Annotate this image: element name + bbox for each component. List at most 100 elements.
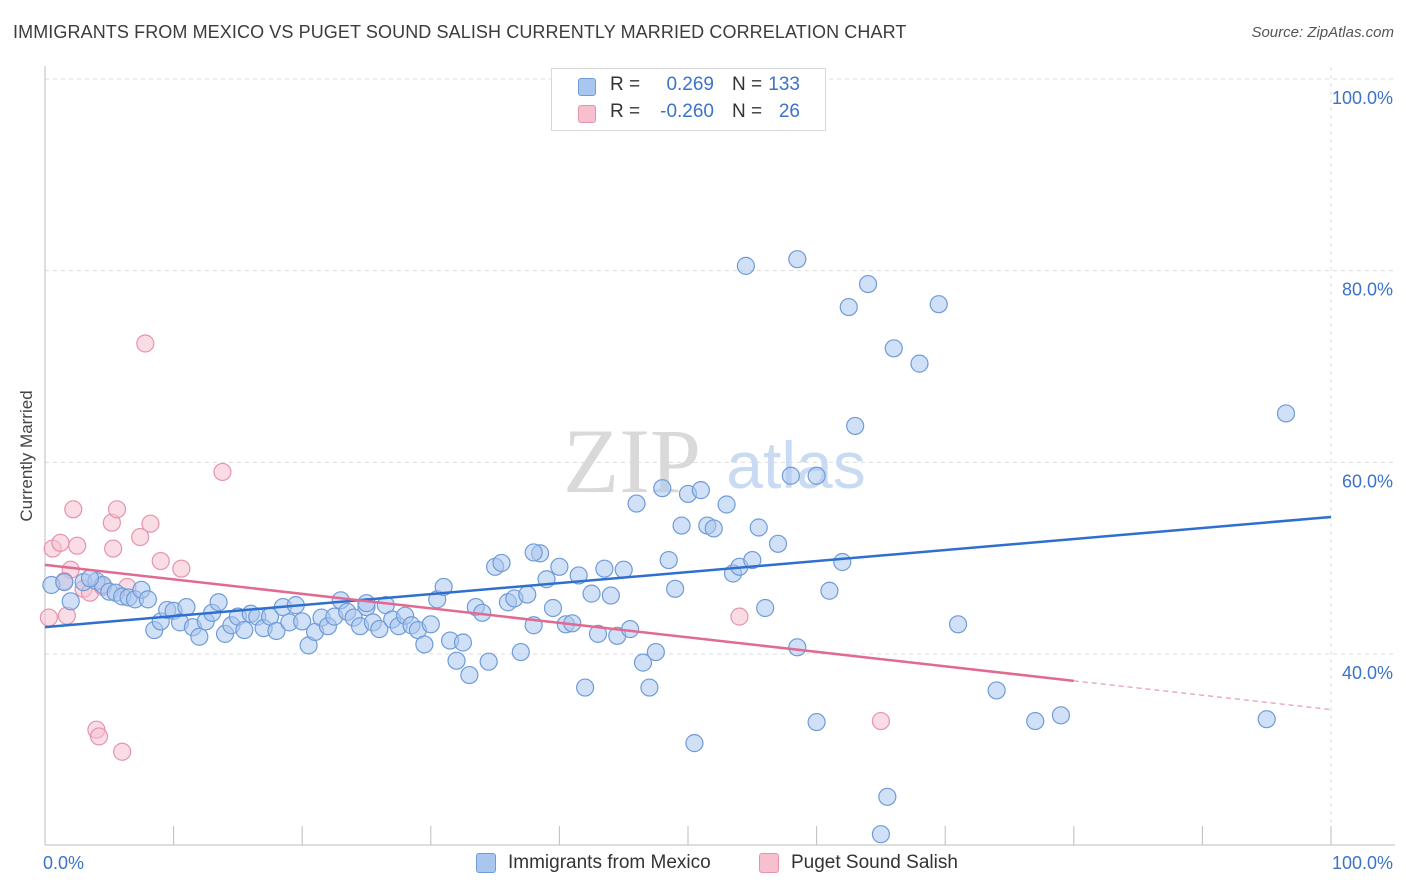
- y-tick-label: 100.0%: [1332, 88, 1393, 108]
- mexico-point: [569, 566, 588, 585]
- legend-n-label: N =: [732, 74, 763, 95]
- mexico-point: [518, 585, 537, 604]
- mexico-point: [884, 339, 903, 358]
- mexico-point: [929, 295, 948, 314]
- source-note: Source: ZipAtlas.com: [1251, 24, 1394, 41]
- correlation-legend: R = 0.269 N = 133 R = -0.260 N = 26: [551, 68, 826, 131]
- salish-point: [39, 608, 58, 627]
- mexico-point: [910, 354, 929, 373]
- mexico-point: [479, 652, 498, 671]
- mexico-point: [768, 534, 788, 553]
- trend-line-salish: [44, 563, 1074, 683]
- mexico-point: [550, 557, 569, 576]
- salish-point: [51, 533, 70, 552]
- salish-point: [141, 514, 160, 533]
- y-tick-label: 60.0%: [1342, 471, 1393, 491]
- mexico-point: [820, 581, 839, 600]
- mexico-point: [543, 598, 563, 618]
- mexico-point: [453, 633, 473, 652]
- x-tick-label: 0.0%: [43, 853, 84, 873]
- mexico-point: [653, 479, 672, 498]
- mexico-point: [55, 573, 74, 592]
- mexico-point: [846, 416, 865, 436]
- mexico-point: [1257, 710, 1276, 729]
- mexico-point: [633, 653, 653, 672]
- legend-swatch-blue: [578, 78, 596, 96]
- salish-point: [172, 559, 191, 578]
- mexico-point: [588, 624, 608, 643]
- legend-r-value: -0.260: [660, 101, 714, 122]
- axes: [44, 66, 1395, 846]
- mexico-point: [293, 612, 312, 631]
- mexico-point: [447, 651, 466, 670]
- mexico-point: [807, 466, 826, 485]
- legend-r-label: R =: [610, 74, 641, 95]
- mexico-point: [460, 665, 479, 685]
- salish-point: [68, 536, 87, 555]
- mexico-point: [235, 620, 254, 640]
- mexico-point: [627, 494, 646, 513]
- mexico-point: [756, 598, 775, 618]
- grid: [45, 67, 1395, 845]
- y-tick-label: 40.0%: [1342, 663, 1393, 683]
- mexico-point: [492, 553, 511, 573]
- mexico-point: [601, 586, 620, 605]
- mexico-point: [595, 559, 614, 578]
- mexico-point: [659, 550, 678, 570]
- mexico-point: [209, 593, 228, 612]
- salish-point: [151, 551, 170, 571]
- mexico-point: [576, 678, 595, 697]
- salish-point: [107, 500, 127, 519]
- mexico-point: [704, 519, 723, 538]
- mexico-point: [736, 256, 755, 275]
- bottom-legend-swatch-pink: [759, 853, 779, 873]
- mexico-point: [691, 481, 710, 500]
- mexico-point: [878, 787, 897, 806]
- mexico-point: [781, 466, 800, 485]
- mexico-point: [511, 642, 530, 662]
- trend-line-salish-extension: [1073, 680, 1332, 711]
- mexico-point: [871, 825, 891, 844]
- legend-r-value: 0.269: [666, 74, 714, 95]
- legend-row-salish: R = -0.260 N = 26: [552, 101, 825, 127]
- mexico-point: [138, 590, 157, 609]
- mexico-point: [666, 579, 685, 598]
- mexico-point: [948, 615, 968, 634]
- mexico-point: [524, 543, 543, 562]
- bottom-legend-swatch-blue: [476, 853, 496, 873]
- legend-n-label: N =: [732, 101, 763, 122]
- y-tick-label: 80.0%: [1342, 280, 1393, 300]
- mexico-point: [858, 274, 878, 294]
- mexico-point: [743, 550, 762, 570]
- watermark-atlas: atlas: [726, 428, 865, 502]
- mexico-point: [80, 569, 100, 588]
- salish-point: [64, 500, 83, 519]
- trend-line-mexico: [44, 515, 1332, 629]
- mexico-point: [685, 734, 704, 753]
- salish-point: [131, 527, 150, 547]
- mexico-point: [1276, 404, 1296, 423]
- mexico-point: [833, 552, 852, 572]
- mexico-point: [839, 297, 858, 317]
- mexico-point: [640, 678, 659, 697]
- mexico-point: [987, 681, 1006, 700]
- mexico-point: [177, 597, 196, 617]
- mexico-point: [61, 592, 80, 611]
- mexico-point: [415, 635, 434, 654]
- mexico-point: [646, 642, 665, 662]
- mexico-point: [190, 627, 209, 646]
- series-immigrants-from-mexico: [42, 250, 1296, 844]
- legend-r-label: R =: [610, 101, 641, 122]
- bottom-legend-label: Puget Sound Salish: [791, 852, 958, 873]
- salish-point: [213, 462, 232, 482]
- mexico-point: [672, 516, 691, 535]
- legend-n-value: 26: [778, 101, 800, 122]
- mexico-point: [434, 577, 453, 597]
- mexico-point: [421, 615, 440, 634]
- mexico-point: [749, 518, 768, 537]
- watermark: ZIP atlas: [563, 410, 866, 512]
- watermark-zip: ZIP: [563, 410, 701, 512]
- tick-labels: 40.0% 60.0% 80.0% 100.0% 0.0% 100.0%: [43, 88, 1393, 873]
- mexico-point: [717, 495, 736, 514]
